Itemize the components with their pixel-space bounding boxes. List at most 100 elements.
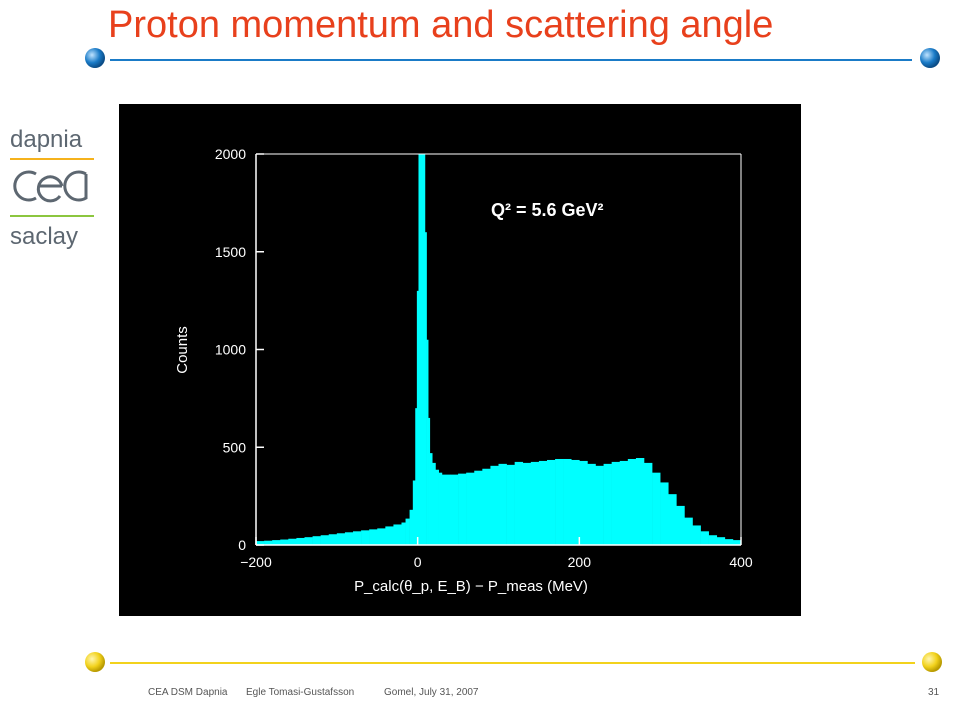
histogram-bar	[579, 460, 588, 545]
histogram-bar	[595, 465, 604, 545]
cea-logo-mark	[13, 170, 88, 203]
x-tick-label: −200	[240, 554, 272, 570]
histogram-bar	[538, 460, 548, 545]
histogram-bar	[676, 505, 685, 545]
footer-org: CEA DSM Dapnia	[148, 687, 228, 698]
histogram-bar	[482, 468, 491, 545]
histogram-bar	[732, 540, 742, 545]
y-tick-label: 1000	[215, 342, 246, 358]
x-tick-label: 200	[568, 554, 592, 570]
footer-author: Egle Tomasi-Gustafsson	[246, 687, 355, 698]
histogram-bar	[571, 459, 580, 545]
histogram-bar	[418, 154, 422, 545]
histogram-bar	[603, 463, 612, 545]
bottom-rule-left-dot	[85, 652, 105, 672]
histogram-bar	[611, 461, 621, 545]
histogram-bar	[432, 462, 436, 545]
footer-event: Gomel, July 31, 2007	[384, 687, 479, 698]
histogram-bar	[627, 458, 637, 545]
histogram-bar	[660, 482, 669, 545]
histogram-bar	[377, 528, 386, 545]
histogram-bar	[587, 463, 596, 545]
histogram-bar	[668, 494, 677, 545]
histogram-bar	[514, 461, 524, 545]
histogram-bar	[401, 522, 406, 545]
histogram-bar	[692, 525, 701, 545]
histogram-bar	[458, 473, 467, 545]
histogram-bar	[684, 517, 693, 545]
histogram-bar	[530, 461, 540, 545]
histogram-bar	[450, 474, 459, 545]
logo-bottom-divider	[10, 215, 94, 217]
histogram-bar	[441, 474, 451, 545]
histogram-bar	[412, 480, 416, 545]
histogram-panel: 0 500 1000 1500 2000 −200 0 200 400 Q² = 5.6 GeV…	[119, 104, 801, 616]
histogram-bar	[555, 458, 564, 545]
histogram-bar	[563, 458, 572, 545]
histogram-bar	[619, 460, 629, 545]
histogram-bar	[312, 536, 321, 545]
slide-title: Proton momentum and scattering angle	[108, 4, 774, 46]
histogram-bar	[490, 465, 499, 545]
histogram-bar	[280, 539, 289, 545]
histogram-bar	[296, 537, 305, 545]
histogram-bar	[708, 535, 718, 545]
y-tick-label: 500	[223, 439, 247, 455]
histogram-bar	[435, 469, 439, 545]
histogram-bar	[429, 453, 433, 545]
logo-top-divider	[10, 158, 94, 160]
histogram-bar	[424, 232, 427, 545]
logo-saclay-text: saclay	[10, 223, 79, 250]
histogram-bar	[506, 464, 515, 545]
histogram-bar	[409, 509, 414, 545]
histogram-bar	[423, 154, 426, 545]
histogram-bar	[474, 470, 483, 545]
top-rule	[85, 48, 940, 68]
footer-page-number: 31	[928, 687, 940, 698]
x-tick-label: 0	[414, 554, 422, 570]
histogram-bar	[353, 531, 362, 545]
histogram-bars	[256, 154, 742, 545]
bottom-rule-right-dot	[922, 652, 942, 672]
histogram-bar	[635, 458, 645, 545]
histogram-bar	[416, 290, 419, 545]
histogram-bar	[522, 462, 532, 545]
histogram-bar	[724, 539, 734, 545]
y-tick-label: 0	[238, 537, 246, 553]
top-rule-right-dot	[920, 48, 940, 68]
histogram-bar	[438, 472, 443, 545]
histogram-bar	[420, 154, 424, 545]
histogram-bar	[428, 417, 431, 545]
histogram-bar	[288, 538, 297, 545]
histogram-bar	[700, 531, 709, 545]
histogram-bar	[304, 537, 313, 545]
histogram-bar	[652, 472, 661, 545]
y-tick-label: 2000	[215, 146, 246, 162]
logo-dapnia-text: dapnia	[10, 126, 83, 153]
histogram-bar	[405, 518, 410, 545]
histogram-bar	[272, 540, 281, 545]
histogram-bar	[415, 408, 418, 545]
histogram-bar	[426, 339, 429, 545]
histogram-bar	[547, 459, 556, 545]
histogram-bar	[336, 533, 346, 545]
dapnia-cea-saclay-logo: dapnia saclay	[10, 126, 94, 251]
histogram-bar	[385, 526, 394, 545]
x-axis-label: P_calc(θ_p, E_B) − P_meas (MeV)	[354, 578, 588, 595]
histogram-bar	[466, 472, 475, 545]
histogram-bar	[256, 541, 265, 545]
histogram-bar	[716, 537, 726, 545]
x-tick-label: 400	[729, 554, 753, 570]
chart-annotation: Q² = 5.6 GeV²	[491, 200, 604, 220]
histogram-bar	[361, 530, 370, 545]
histogram-bar	[644, 462, 653, 545]
histogram-bar	[320, 535, 330, 545]
histogram-bar	[264, 540, 273, 545]
histogram-bar	[369, 529, 378, 545]
histogram-bar	[498, 463, 507, 545]
histogram-bar	[344, 532, 354, 545]
y-axis-label: Counts	[174, 326, 191, 374]
histogram-bar	[393, 524, 402, 545]
